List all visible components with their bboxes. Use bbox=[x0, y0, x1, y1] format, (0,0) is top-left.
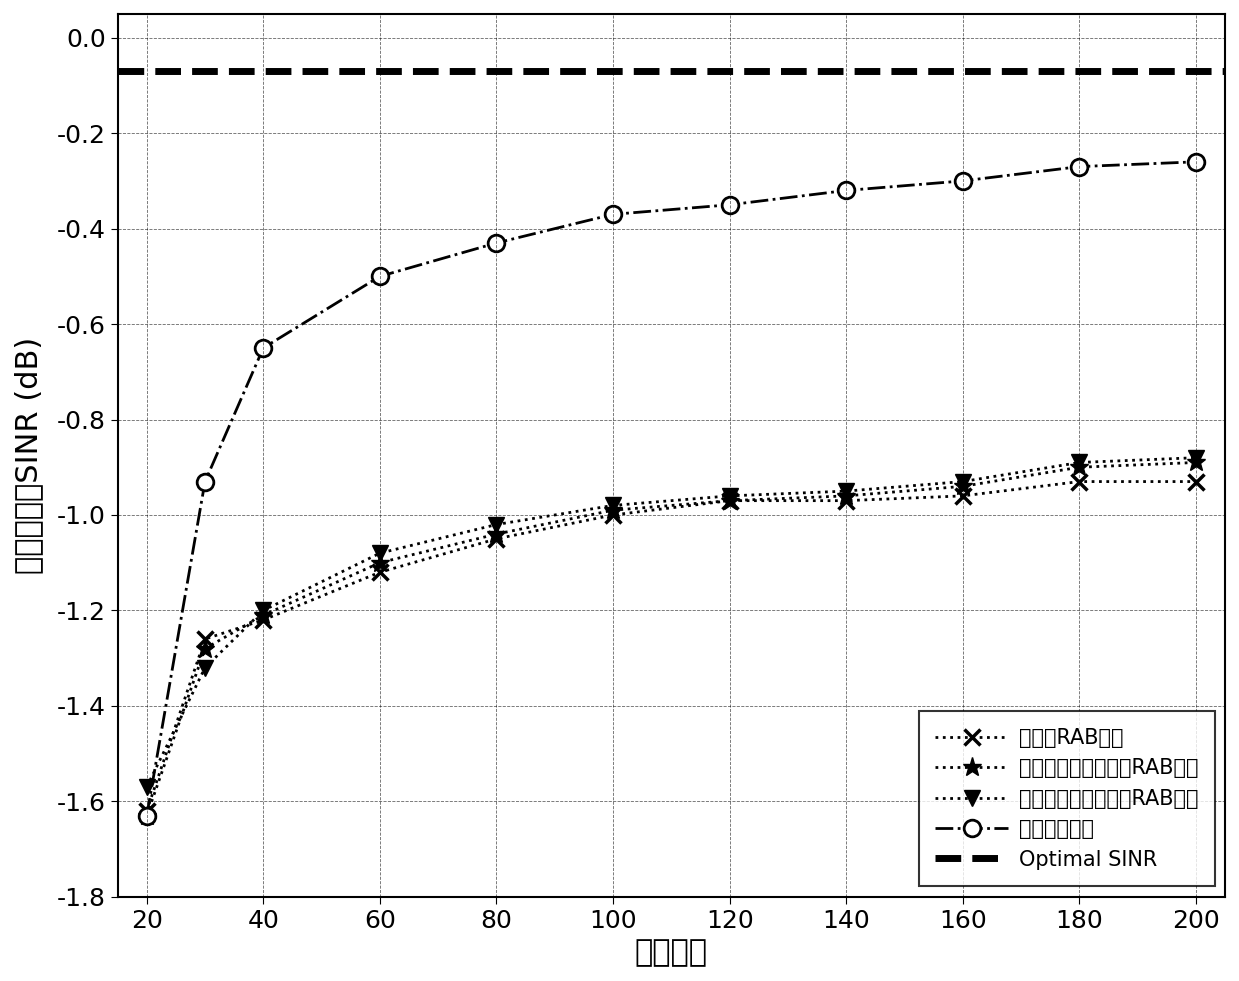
本文所提算法 bbox=[606, 208, 621, 220]
Line: 经典的RAB算法: 经典的RAB算法 bbox=[139, 473, 1204, 819]
经典的RAB算法 bbox=[722, 494, 737, 506]
经典的RAB算法 bbox=[955, 490, 970, 501]
基于数据相关约束的RAB算法 bbox=[139, 781, 154, 793]
Optimal SINR bbox=[22, 66, 37, 77]
本文所提算法 bbox=[955, 175, 970, 186]
基于数据相关约束的RAB算法 bbox=[489, 519, 504, 531]
基于数据相关约束的RAB算法 bbox=[373, 547, 388, 559]
基于数据独立约束的RAB算法 bbox=[373, 557, 388, 569]
经典的RAB算法 bbox=[373, 566, 388, 578]
基于数据独立约束的RAB算法 bbox=[839, 490, 854, 501]
本文所提算法 bbox=[197, 476, 212, 488]
基于数据独立约束的RAB算法 bbox=[197, 643, 212, 654]
Y-axis label: 阵列的输出SINR (dB): 阵列的输出SINR (dB) bbox=[14, 336, 43, 574]
基于数据独立约束的RAB算法 bbox=[1188, 456, 1203, 468]
经典的RAB算法 bbox=[489, 533, 504, 544]
基于数据独立约束的RAB算法 bbox=[489, 528, 504, 540]
经典的RAB算法 bbox=[197, 633, 212, 645]
基于数据独立约束的RAB算法 bbox=[722, 494, 737, 506]
基于数据相关约束的RAB算法 bbox=[839, 486, 854, 497]
基于数据相关约束的RAB算法 bbox=[256, 604, 271, 616]
基于数据独立约束的RAB算法 bbox=[256, 609, 271, 621]
经典的RAB算法 bbox=[1072, 476, 1087, 488]
基于数据相关约束的RAB算法 bbox=[1188, 452, 1203, 464]
基于数据独立约束的RAB算法 bbox=[1072, 461, 1087, 473]
基于数据独立约束的RAB算法 bbox=[606, 504, 621, 516]
本文所提算法 bbox=[256, 342, 271, 354]
本文所提算法 bbox=[1072, 161, 1087, 173]
经典的RAB算法 bbox=[139, 805, 154, 817]
本文所提算法 bbox=[839, 184, 854, 196]
本文所提算法 bbox=[139, 809, 154, 821]
本文所提算法 bbox=[373, 271, 388, 283]
Line: 基于数据相关约束的RAB算法: 基于数据相关约束的RAB算法 bbox=[139, 449, 1204, 796]
X-axis label: 快拍次数: 快拍次数 bbox=[634, 938, 707, 967]
经典的RAB算法 bbox=[606, 509, 621, 521]
Optimal SINR bbox=[28, 66, 43, 77]
基于数据独立约束的RAB算法 bbox=[955, 481, 970, 492]
经典的RAB算法 bbox=[839, 494, 854, 506]
基于数据相关约束的RAB算法 bbox=[955, 476, 970, 488]
经典的RAB算法 bbox=[256, 614, 271, 626]
本文所提算法 bbox=[489, 237, 504, 249]
Line: 本文所提算法: 本文所提算法 bbox=[139, 153, 1204, 824]
本文所提算法 bbox=[1188, 156, 1203, 168]
基于数据独立约束的RAB算法 bbox=[139, 809, 154, 821]
经典的RAB算法 bbox=[1188, 476, 1203, 488]
Line: 基于数据独立约束的RAB算法: 基于数据独立约束的RAB算法 bbox=[138, 453, 1206, 825]
本文所提算法 bbox=[722, 199, 737, 211]
基于数据相关约束的RAB算法 bbox=[1072, 456, 1087, 468]
Legend: 经典的RAB算法, 基于数据独立约束的RAB算法, 基于数据相关约束的RAB算法, 本文所提算法, Optimal SINR: 经典的RAB算法, 基于数据独立约束的RAB算法, 基于数据相关约束的RAB算法… bbox=[918, 711, 1214, 886]
基于数据相关约束的RAB算法 bbox=[606, 499, 621, 511]
基于数据相关约束的RAB算法 bbox=[722, 490, 737, 501]
基于数据相关约束的RAB算法 bbox=[197, 662, 212, 674]
